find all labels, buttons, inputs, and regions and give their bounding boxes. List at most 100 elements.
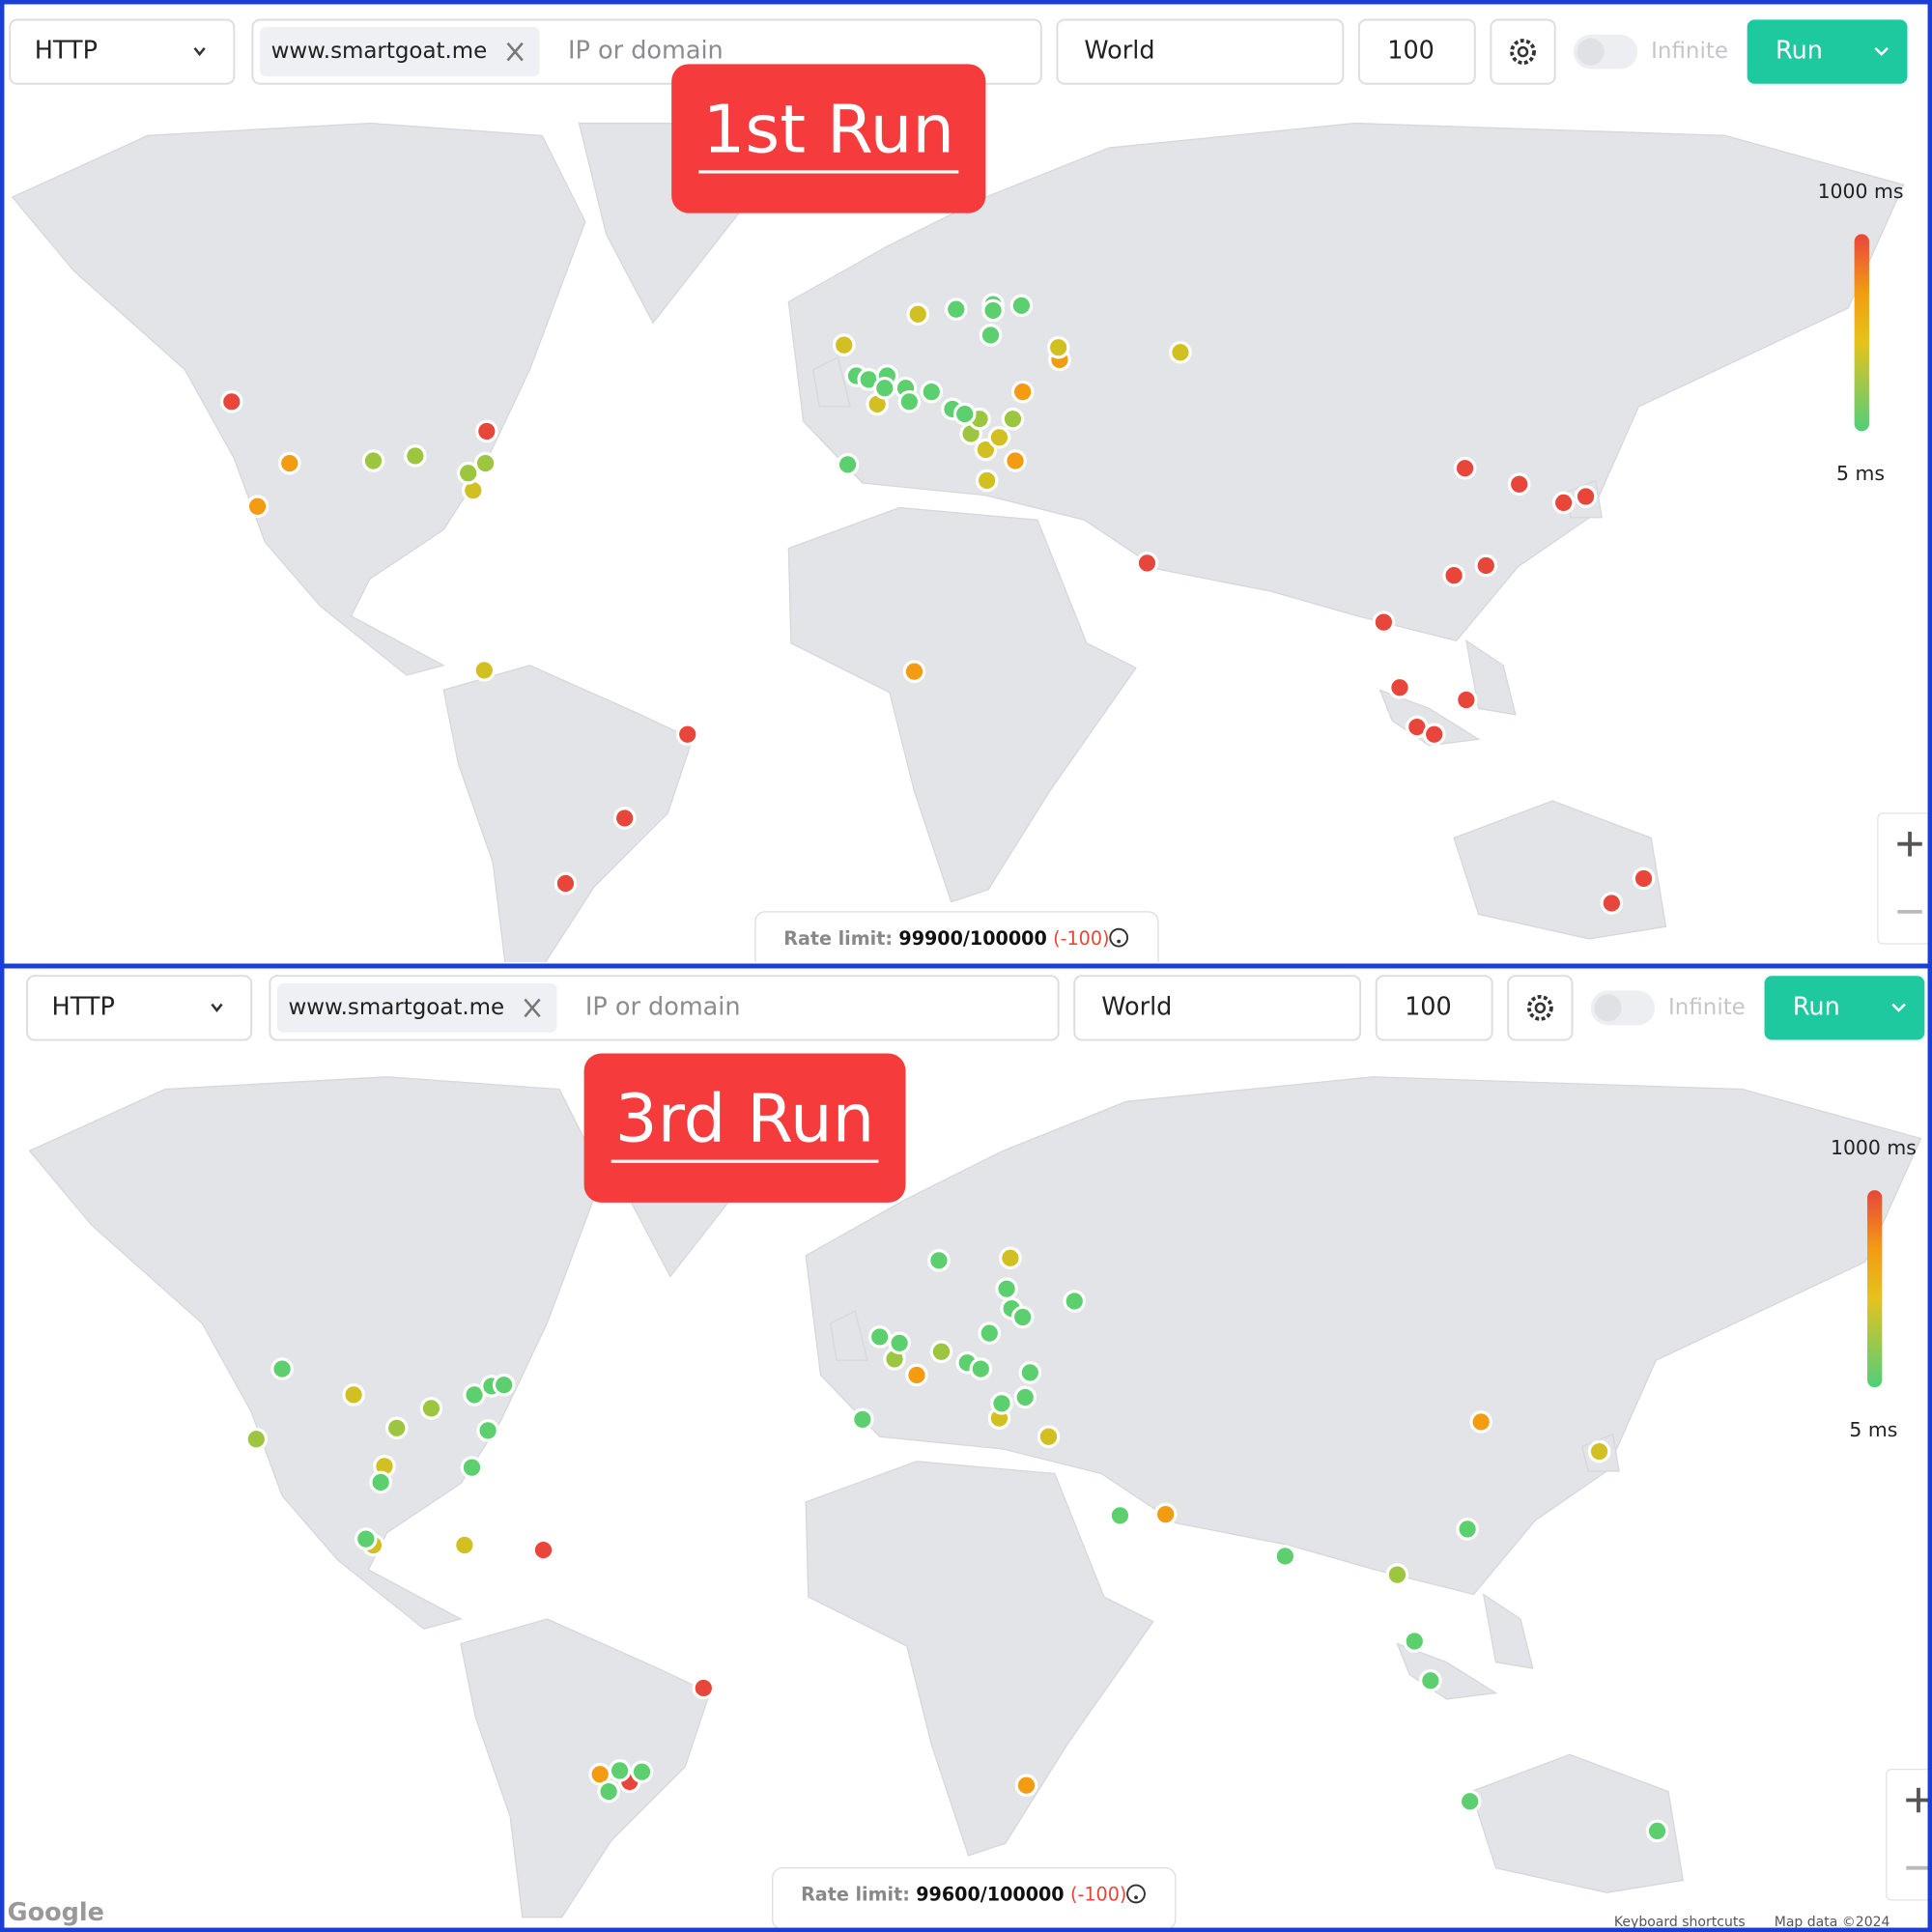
probe-dot[interactable] — [476, 1419, 499, 1442]
probe-dot[interactable] — [612, 807, 637, 830]
probe-dot[interactable] — [1153, 1502, 1178, 1526]
chip-remove[interactable] — [506, 42, 524, 62]
probe-dot[interactable] — [1009, 294, 1034, 318]
probe-dot[interactable] — [888, 1331, 911, 1355]
zoom-in[interactable] — [1897, 831, 1922, 857]
probe-dot[interactable] — [245, 495, 270, 519]
probe-dot[interactable] — [867, 1325, 892, 1349]
probe-dot[interactable] — [1453, 456, 1477, 480]
probe-dot[interactable] — [975, 469, 999, 493]
probe-dot[interactable] — [851, 1407, 874, 1432]
probe-dot[interactable] — [995, 1277, 1018, 1300]
probe-dot[interactable] — [978, 1321, 1002, 1345]
probe-dot[interactable] — [1469, 1410, 1492, 1434]
probe-dot[interactable] — [832, 333, 856, 356]
probe-dot[interactable] — [692, 1676, 716, 1700]
probe-dot[interactable] — [1574, 485, 1598, 508]
probe-dot[interactable] — [1422, 723, 1446, 747]
probe-dot[interactable] — [905, 1363, 928, 1387]
location-input[interactable] — [1056, 18, 1345, 85]
probe-dot[interactable] — [906, 302, 930, 327]
probe-dot[interactable] — [384, 1416, 409, 1440]
probe-dot[interactable] — [1456, 1518, 1479, 1541]
probe-dot[interactable] — [927, 1249, 951, 1272]
probe-dot[interactable] — [1273, 1545, 1297, 1568]
probe-dot[interactable] — [1001, 407, 1025, 431]
location-input[interactable] — [1073, 975, 1362, 1041]
probe-dot[interactable] — [1169, 340, 1192, 364]
probe-dot[interactable] — [944, 298, 968, 321]
probe-dot[interactable] — [270, 1357, 294, 1380]
zoom-in[interactable] — [1906, 1787, 1931, 1813]
probe-dot[interactable] — [597, 1779, 620, 1804]
probe-dot[interactable] — [1037, 1425, 1061, 1449]
probe-dot[interactable] — [1385, 1563, 1409, 1586]
probe-dot[interactable] — [1108, 1504, 1132, 1527]
probe-dot[interactable] — [1587, 1439, 1611, 1463]
probe-dot[interactable] — [987, 426, 1011, 449]
probe-dot[interactable] — [1419, 1668, 1442, 1692]
probe-dot[interactable] — [404, 444, 427, 468]
probe-dot[interactable] — [244, 1427, 269, 1451]
probe-dot[interactable] — [873, 376, 896, 400]
run-button[interactable] — [1747, 19, 1908, 84]
chip-remove[interactable] — [524, 998, 541, 1018]
probe-dot[interactable] — [472, 659, 497, 682]
probe-dot[interactable] — [1013, 1385, 1037, 1409]
probe-dot[interactable] — [219, 390, 243, 413]
protocol-select[interactable] — [9, 18, 236, 85]
probe-dot[interactable] — [902, 660, 926, 683]
probe-dot[interactable] — [897, 390, 922, 413]
probe-dot[interactable] — [453, 1533, 476, 1557]
probe-dot[interactable] — [355, 1527, 378, 1550]
help-icon[interactable] — [1126, 1884, 1146, 1904]
run-button[interactable] — [1764, 976, 1925, 1040]
probe-dot[interactable] — [554, 871, 578, 895]
probe-dot[interactable] — [456, 461, 480, 485]
probe-dot[interactable] — [1632, 867, 1656, 891]
probe-dot[interactable] — [1135, 552, 1159, 575]
settings-button[interactable] — [1490, 18, 1556, 85]
probe-dot[interactable] — [1010, 380, 1035, 404]
probe-dot[interactable] — [1372, 611, 1396, 634]
probe-dot[interactable] — [1600, 892, 1624, 915]
probe-dot[interactable] — [277, 451, 301, 475]
protocol-select[interactable] — [26, 975, 253, 1041]
probe-dot[interactable] — [1046, 335, 1070, 359]
probe-dot[interactable] — [920, 380, 944, 404]
help-icon[interactable] — [1109, 927, 1129, 948]
probe-dot[interactable] — [460, 1456, 484, 1479]
probe-dot[interactable] — [1403, 1630, 1427, 1653]
probe-dot[interactable] — [1458, 1789, 1482, 1813]
limit-input[interactable] — [1357, 18, 1476, 85]
probe-dot[interactable] — [675, 723, 699, 747]
probe-dot[interactable] — [1010, 1305, 1035, 1329]
probe-dot[interactable] — [981, 298, 1005, 323]
probe-dot[interactable] — [1645, 1819, 1669, 1843]
run-menu-chevron[interactable] — [1874, 46, 1889, 56]
probe-dot[interactable] — [990, 1392, 1013, 1415]
probe-dot[interactable] — [952, 402, 977, 426]
probe-dot[interactable] — [1474, 554, 1498, 578]
probe-dot[interactable] — [531, 1538, 555, 1562]
probe-dot[interactable] — [492, 1373, 516, 1397]
probe-dot[interactable] — [1507, 472, 1531, 497]
probe-dot[interactable] — [1063, 1290, 1087, 1313]
probe-dot[interactable] — [1551, 491, 1576, 515]
probe-dot[interactable] — [836, 453, 860, 476]
probe-dot[interactable] — [608, 1759, 632, 1782]
probe-dot[interactable] — [361, 449, 385, 472]
probe-dot[interactable] — [342, 1383, 365, 1406]
probe-dot[interactable] — [369, 1470, 392, 1494]
probe-dot[interactable] — [999, 1246, 1022, 1270]
keyboard-shortcuts[interactable]: Keyboard shortcuts — [1614, 1915, 1746, 1930]
run-menu-chevron[interactable] — [1891, 1003, 1906, 1012]
probe-dot[interactable] — [419, 1397, 443, 1420]
probe-dot[interactable] — [1455, 688, 1478, 712]
probe-dot[interactable] — [969, 1357, 993, 1380]
settings-button[interactable] — [1507, 975, 1574, 1041]
probe-dot[interactable] — [475, 419, 498, 443]
probe-dot[interactable] — [929, 1340, 953, 1364]
probe-dot[interactable] — [1004, 449, 1027, 472]
probe-dot[interactable] — [473, 451, 497, 475]
